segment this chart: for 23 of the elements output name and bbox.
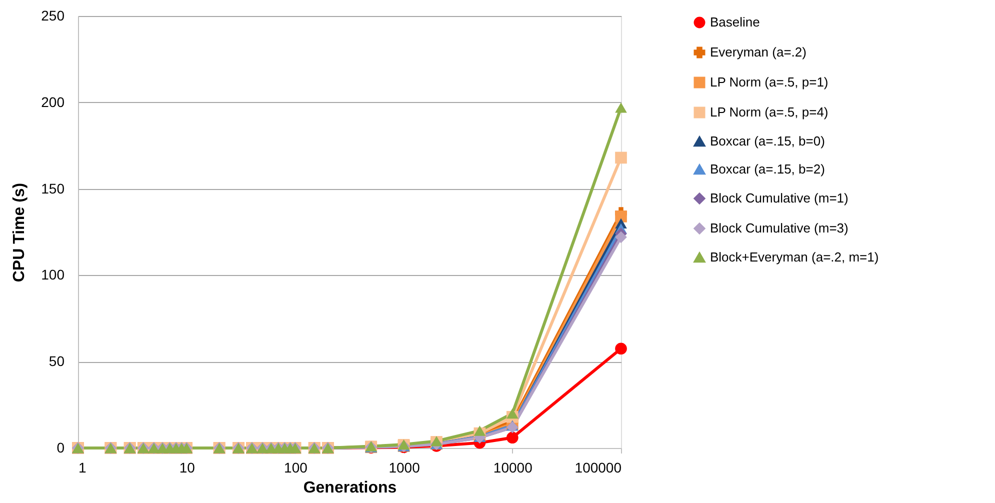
legend-label: Block Cumulative (m=3) <box>710 220 848 236</box>
legend-label: Everyman (a=.2) <box>710 44 806 60</box>
legend-label: Boxcar (a=.15, b=2) <box>710 162 825 176</box>
legend-label: Baseline <box>710 14 760 30</box>
y-axis-title: CPU Time (s) <box>11 182 28 282</box>
x-tick-label: 10000 <box>493 460 533 476</box>
x-tick-label: 10 <box>179 460 196 476</box>
x-tick-label: 100000 <box>574 460 622 476</box>
x-tick-label: 1000 <box>388 460 420 476</box>
legend-label: Block Cumulative (m=1) <box>710 190 848 206</box>
y-tick-label: 0 <box>56 440 65 456</box>
x-tick-label: 100 <box>284 460 308 476</box>
y-tick-label: 50 <box>48 353 65 370</box>
y-tick-label: 200 <box>41 94 65 110</box>
legend-label: LP Norm (a=.5, p=4) <box>710 104 828 120</box>
x-tick-label: 1 <box>78 460 86 476</box>
y-tick-label: 250 <box>41 8 65 24</box>
y-tick-label: 150 <box>41 180 65 196</box>
legend-label: Block+Everyman (a=.2, m=1) <box>710 250 879 264</box>
legend-label: LP Norm (a=.5, p=1) <box>710 74 828 90</box>
y-tick-label: 100 <box>41 266 65 283</box>
legend-label: Boxcar (a=.15, b=0) <box>710 134 825 148</box>
x-axis-title: Generations <box>303 480 397 496</box>
